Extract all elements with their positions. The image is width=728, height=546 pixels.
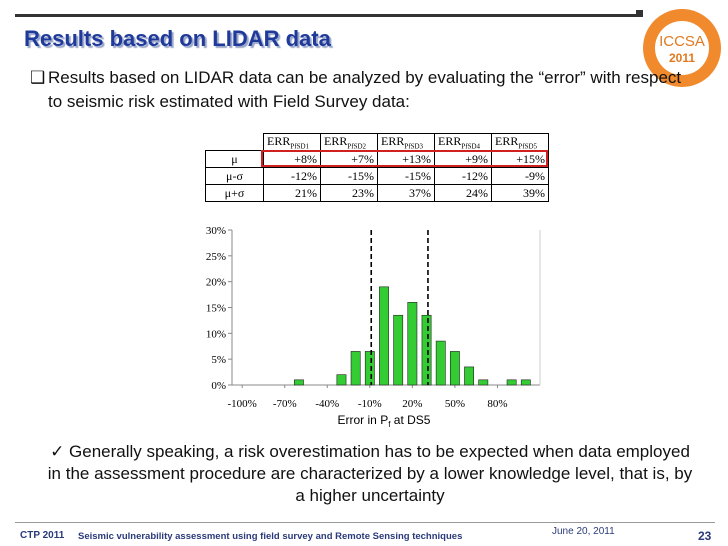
bar [506, 379, 517, 386]
x-tick-label: -10% [358, 398, 382, 410]
x-tick-label: 20% [402, 398, 422, 410]
x-tick-label: 50% [445, 398, 465, 410]
header-main: ERR [438, 134, 462, 148]
highlight [261, 150, 548, 167]
x-tick-label: -100% [228, 398, 257, 410]
bar [364, 351, 375, 386]
top-square [636, 10, 643, 17]
bar [379, 286, 389, 386]
row: μ-σ -12% -15% -15% -12% -9% [205, 167, 549, 186]
bar [520, 379, 531, 386]
header-sub: PfSD1 [290, 142, 310, 151]
table: ERRPfSD1 ERRPfSD2 ERRPfSD3 ERRPfSD4 ERRPfSD5… [205, 132, 549, 203]
x-axis-label-rest: at DS5 [390, 413, 430, 427]
header-sub: PfSD3 [404, 142, 424, 151]
logo: ICCSA 2011 [643, 9, 721, 87]
chart: 0% 5% 10% 15% 20% 25% 30% -100% -70% -40% -10% 20% 5… [206, 225, 541, 429]
footer-left: CTP 2011 [20, 530, 65, 541]
y-tick-label: 30% [206, 225, 226, 237]
header-cell: ERRPfSD5 [491, 132, 549, 152]
row: μ+σ 21% 23% 37% 24% 39% [205, 184, 549, 203]
footer-center: Seismic vulnerability assessment using f… [78, 531, 463, 542]
x-tick-label: 80% [487, 398, 507, 410]
header-main: ERR [381, 134, 405, 148]
bullet: ✓ Generally speaking, a risk overestimat… [45, 441, 695, 507]
header-sub: PfSD4 [461, 142, 481, 151]
bar [293, 379, 304, 386]
logo-year: 2011 [669, 51, 695, 65]
bar [464, 366, 474, 386]
bullet-icon: ✓ [50, 442, 70, 461]
bar [336, 374, 347, 386]
logo-center [655, 21, 709, 75]
slide-title: Results based on LIDAR data [24, 26, 331, 51]
logo-name: ICCSA [659, 33, 705, 50]
y-tick-label: 5% [211, 354, 226, 366]
top-rule [15, 14, 640, 17]
bar [393, 314, 404, 386]
header-sub: PfSD2 [347, 142, 367, 151]
bottom-rule [15, 522, 715, 523]
footer-page: 23 [698, 529, 712, 543]
header-main: ERR [324, 134, 348, 148]
cell: 23% [320, 184, 378, 203]
cell: μ-σ [205, 167, 264, 186]
bar [435, 340, 446, 386]
x-tick-label: -40% [315, 398, 339, 410]
footer-date: June 20, 2011 [552, 526, 615, 537]
y-tick-label: 15% [206, 303, 226, 315]
bar [407, 302, 418, 386]
header-sub: PfSD5 [518, 142, 538, 151]
header-row: ERRPfSD1 ERRPfSD2 ERRPfSD3 ERRPfSD4 ERRPfSD5 [206, 132, 549, 152]
x-axis-label-sub: f [388, 420, 391, 429]
x-axis-label: Error in Pf at DS5 [338, 413, 431, 429]
x-tick-label: -70% [273, 398, 297, 410]
cell: 39% [491, 184, 549, 203]
bar [449, 351, 460, 386]
header-main: ERR [495, 134, 519, 148]
y-tick-label: 10% [206, 328, 226, 340]
bar [350, 351, 361, 386]
cell: -9% [491, 167, 549, 186]
x-axis-label-main: Error in P [338, 413, 389, 427]
bar [421, 314, 432, 386]
y-tick-label: 25% [206, 251, 226, 263]
row: μ +8% +7% +13% +9% +15% [205, 150, 549, 169]
bullet-icon: ❑ [30, 68, 46, 87]
bullet-text: Generally speaking, a risk overestimatio… [47, 442, 693, 505]
bullet-text: Results based on LIDAR data can be analy… [48, 68, 682, 111]
header-main: ERR [267, 134, 291, 148]
bullet: ❑ Results based on LIDAR data can be anal… [28, 66, 688, 114]
bar [478, 379, 489, 386]
cell: 24% [434, 184, 492, 203]
cell: 21% [263, 184, 321, 203]
y-tick-label: 0% [211, 380, 226, 392]
y-tick-label: 20% [206, 277, 226, 289]
